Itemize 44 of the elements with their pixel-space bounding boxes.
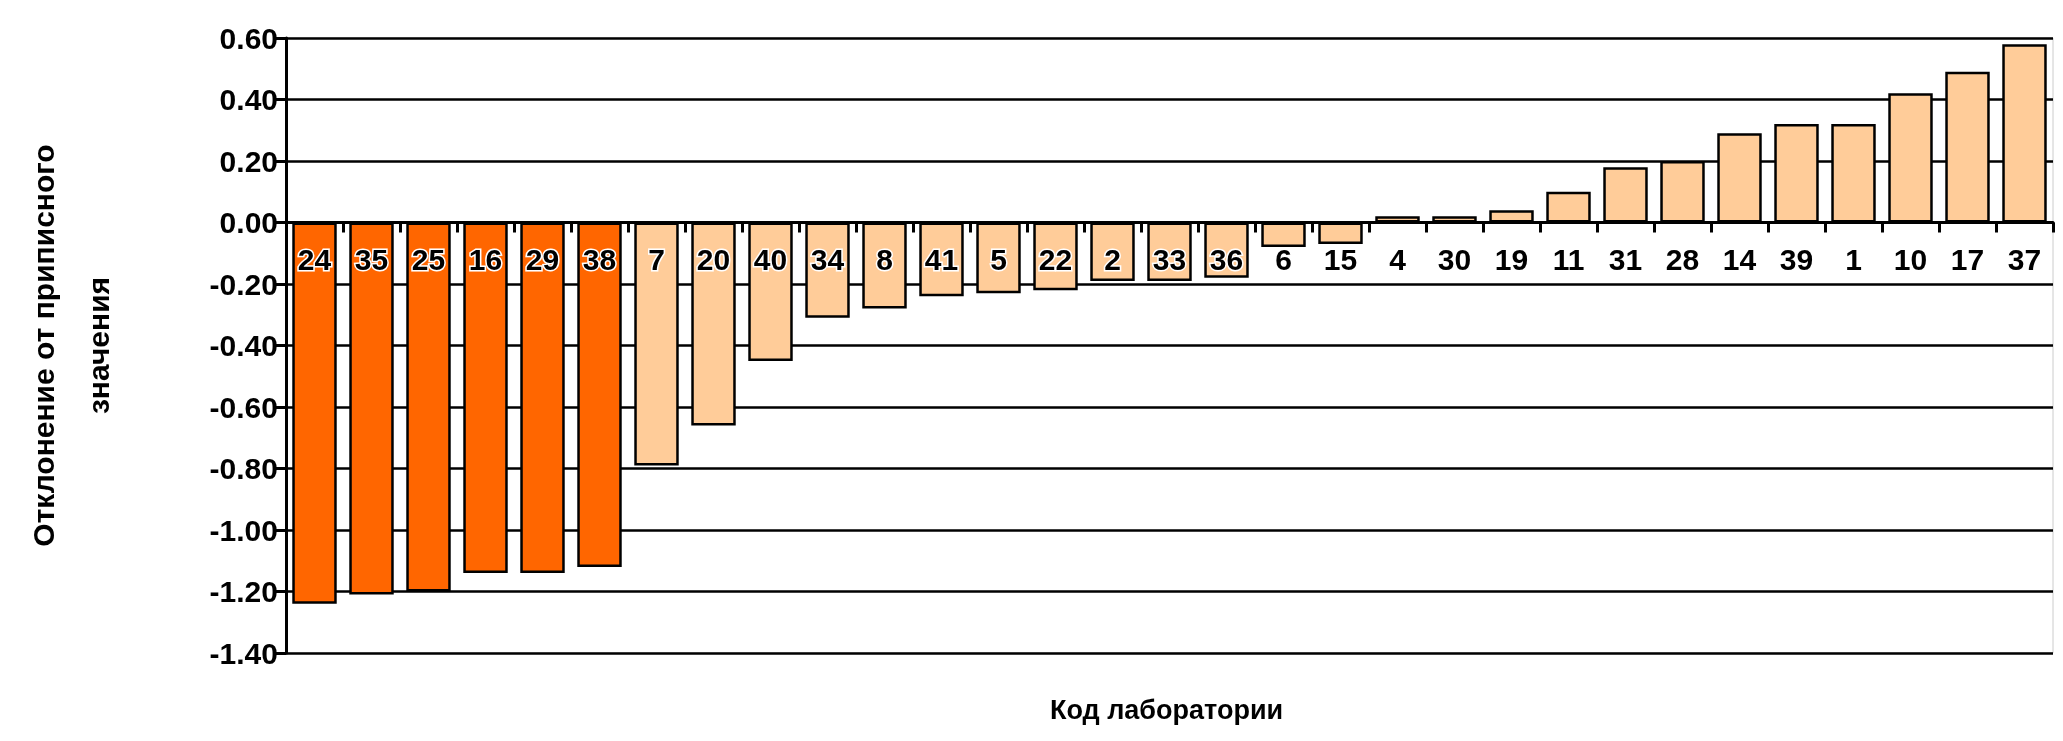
y-tick-label: 0.20: [219, 144, 278, 178]
y-tick-label: -1.20: [209, 575, 278, 608]
x-tick-label: 10: [1893, 242, 1928, 276]
x-tick-label: 17: [1950, 242, 1985, 276]
x-tick-label: 25: [411, 242, 446, 276]
x-tick-label: 22: [1038, 242, 1073, 276]
x-tick-label: 29: [525, 242, 560, 276]
x-tick-label: 6: [1275, 242, 1292, 276]
x-tick-label: 31: [1608, 242, 1643, 276]
y-tick-label: -0.40: [209, 329, 278, 362]
x-tick-label: 8: [876, 242, 893, 276]
x-tick-label: 7: [648, 242, 665, 276]
x-tick-label: 28: [1665, 242, 1700, 276]
y-tick-label: -1.40: [209, 636, 278, 670]
x-tick-label: 30: [1437, 242, 1472, 276]
y-tick-label: -0.20: [209, 267, 278, 301]
x-tick-label: 20: [696, 242, 731, 276]
x-tick-label: 39: [1779, 242, 1814, 276]
x-tick-label: 5: [990, 242, 1007, 276]
y-tick-label: -0.80: [209, 452, 278, 485]
x-tick-label: 34: [810, 242, 845, 276]
x-tick-label: 24: [297, 242, 332, 276]
x-tick-label: 41: [924, 242, 959, 276]
x-tick-label: 15: [1323, 242, 1358, 276]
x-tick-label: 37: [2007, 242, 2042, 276]
x-tick-label: 2: [1104, 242, 1121, 276]
x-tick-label: 1: [1845, 242, 1862, 276]
x-tick-label: 11: [1552, 242, 1585, 276]
y-tick-label: 0.60: [219, 21, 278, 55]
y-tick-label: -1.00: [209, 513, 278, 547]
x-tick-label: 36: [1209, 242, 1244, 276]
x-tick-label: 35: [354, 242, 389, 276]
y-tick-label: 0.00: [219, 206, 278, 239]
y-tick-label: -0.60: [209, 390, 278, 424]
x-tick-label: 16: [468, 242, 503, 276]
x-tick-label: 33: [1152, 242, 1187, 276]
x-tick-label: 14: [1722, 242, 1757, 276]
x-tick-label: 38: [582, 242, 617, 276]
x-tick-label: 40: [753, 242, 788, 276]
y-axis-title: Отклонение от приписного значения: [27, 144, 115, 547]
y-tick-label: 0.40: [219, 83, 278, 116]
x-tick-label: 19: [1494, 242, 1529, 276]
x-axis-title: Код лаборатории: [1049, 694, 1284, 725]
x-tick-label: 4: [1389, 242, 1407, 276]
